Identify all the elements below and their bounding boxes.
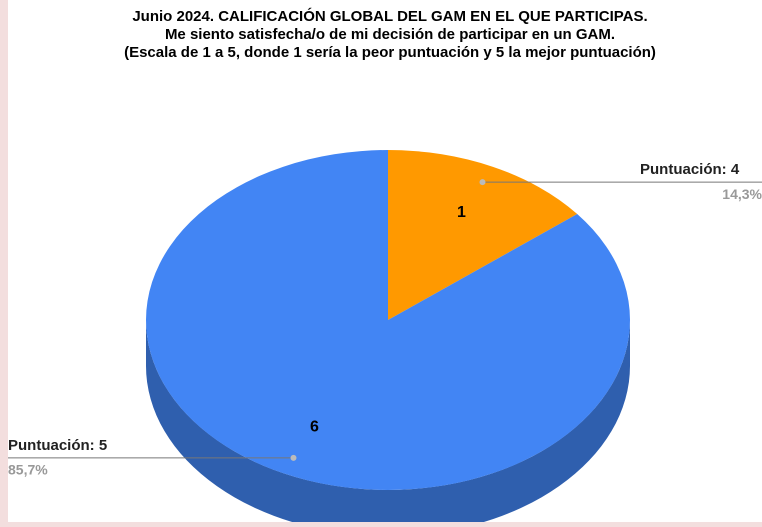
chart-title: Junio 2024. CALIFICACIÓN GLOBAL DEL GAM … [132,7,647,25]
percentage-label: 85,7% [8,462,48,478]
leader-dot [290,454,297,461]
category-label: Puntuación: 5 [8,437,107,454]
leader-dot [479,179,486,186]
pie-slice [388,150,578,320]
percentage-label: 14,3% [722,186,762,202]
slice-value-label: 6 [310,418,319,435]
chart-subtitle: Me siento satisfecha/o de mi decisión de… [165,26,615,43]
chart-subtitle: (Escala de 1 a 5, donde 1 sería la peor … [124,44,656,61]
category-label: Puntuación: 4 [640,161,740,178]
pie-side [146,320,630,527]
slice-value-label: 1 [457,204,466,221]
pie-slice [145,150,630,491]
